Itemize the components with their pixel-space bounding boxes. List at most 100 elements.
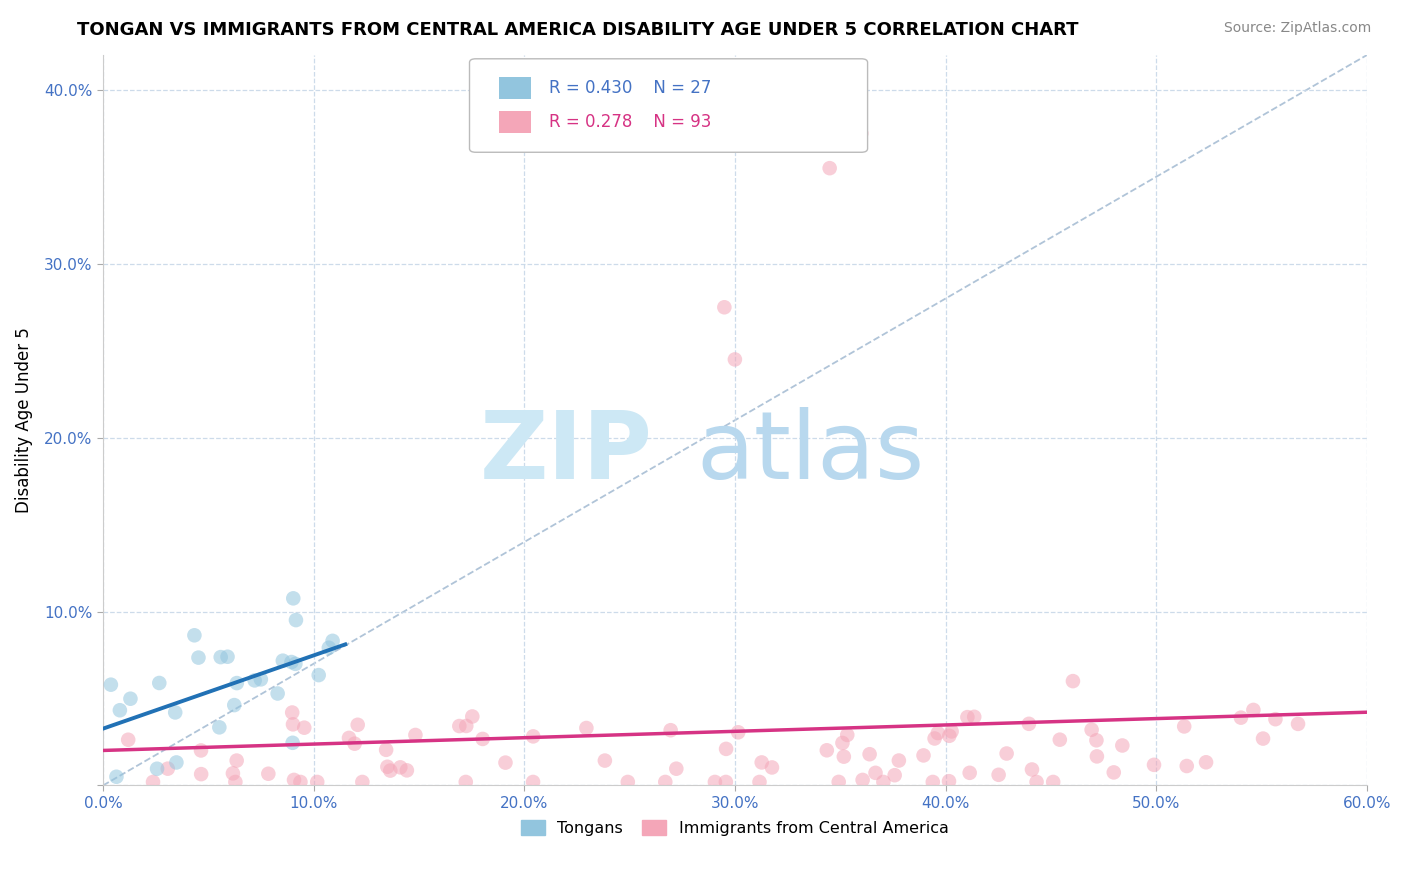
Point bbox=[187, 650, 209, 665]
Point bbox=[281, 706, 304, 720]
Point bbox=[283, 591, 305, 606]
Point bbox=[1143, 757, 1166, 772]
Point bbox=[1251, 731, 1274, 746]
Point bbox=[117, 732, 139, 747]
Point bbox=[352, 775, 374, 789]
Point bbox=[714, 742, 737, 756]
Point bbox=[108, 703, 131, 717]
Point bbox=[165, 706, 187, 720]
Point bbox=[183, 628, 205, 642]
Point bbox=[380, 764, 402, 778]
Point bbox=[832, 749, 855, 764]
Point bbox=[963, 710, 986, 724]
Point bbox=[343, 737, 366, 751]
Point bbox=[190, 743, 212, 757]
Point bbox=[713, 300, 735, 314]
Point bbox=[941, 724, 963, 739]
Point bbox=[281, 717, 304, 731]
Point bbox=[724, 352, 747, 367]
Point bbox=[522, 775, 544, 789]
Point bbox=[1175, 759, 1198, 773]
Point bbox=[454, 775, 477, 789]
Point bbox=[404, 728, 426, 742]
Point bbox=[449, 719, 471, 733]
Point bbox=[1085, 733, 1108, 747]
Point bbox=[120, 691, 142, 706]
Point bbox=[593, 754, 616, 768]
Point bbox=[224, 698, 246, 712]
Text: ZIP: ZIP bbox=[479, 407, 652, 500]
Point bbox=[851, 127, 873, 141]
Point bbox=[105, 770, 128, 784]
Point bbox=[927, 726, 949, 740]
Point bbox=[284, 657, 307, 671]
Point bbox=[818, 161, 841, 176]
Point bbox=[617, 775, 640, 789]
Point bbox=[1021, 763, 1043, 777]
Point bbox=[495, 756, 517, 770]
Point bbox=[828, 775, 851, 789]
Point bbox=[100, 678, 122, 692]
Point bbox=[156, 762, 179, 776]
Point bbox=[1111, 739, 1133, 753]
Point bbox=[395, 764, 418, 778]
Point bbox=[1025, 775, 1047, 789]
FancyBboxPatch shape bbox=[499, 77, 531, 99]
Point bbox=[995, 747, 1018, 761]
Point bbox=[377, 760, 399, 774]
Point bbox=[243, 673, 266, 688]
Point bbox=[659, 723, 682, 738]
Point bbox=[375, 743, 398, 757]
Point bbox=[938, 729, 960, 743]
Text: TONGAN VS IMMIGRANTS FROM CENTRAL AMERICA DISABILITY AGE UNDER 5 CORRELATION CHA: TONGAN VS IMMIGRANTS FROM CENTRAL AMERIC… bbox=[77, 21, 1078, 38]
Point bbox=[1085, 749, 1108, 764]
Point bbox=[1062, 674, 1084, 689]
Point bbox=[748, 775, 770, 789]
Point bbox=[831, 736, 853, 750]
Point bbox=[956, 710, 979, 724]
Point bbox=[1195, 756, 1218, 770]
Point bbox=[222, 766, 245, 780]
Point bbox=[217, 649, 239, 664]
Point bbox=[837, 728, 859, 742]
Point bbox=[456, 719, 478, 733]
Point bbox=[912, 748, 935, 763]
Point bbox=[1049, 732, 1071, 747]
Point bbox=[225, 754, 247, 768]
Point bbox=[1264, 712, 1286, 726]
FancyBboxPatch shape bbox=[499, 111, 531, 133]
Point bbox=[224, 775, 246, 789]
Point bbox=[225, 676, 247, 690]
Point bbox=[1230, 711, 1253, 725]
Point bbox=[924, 731, 946, 746]
Text: R = 0.278    N = 93: R = 0.278 N = 93 bbox=[550, 112, 711, 130]
Point bbox=[308, 668, 330, 682]
Text: R = 0.430    N = 27: R = 0.430 N = 27 bbox=[550, 79, 711, 97]
Point bbox=[250, 673, 273, 687]
Point bbox=[883, 768, 905, 782]
Legend: Tongans, Immigrants from Central America: Tongans, Immigrants from Central America bbox=[520, 821, 949, 836]
Point bbox=[280, 655, 302, 669]
Point bbox=[751, 756, 773, 770]
Point bbox=[987, 768, 1010, 782]
Point bbox=[872, 775, 894, 789]
Point bbox=[346, 718, 368, 732]
Point bbox=[283, 772, 305, 787]
Point bbox=[761, 760, 783, 774]
Point bbox=[522, 730, 544, 744]
Point bbox=[284, 613, 307, 627]
Point bbox=[665, 762, 688, 776]
Point bbox=[209, 650, 232, 665]
Point bbox=[461, 709, 484, 723]
Point bbox=[389, 760, 412, 774]
Text: Source: ZipAtlas.com: Source: ZipAtlas.com bbox=[1223, 21, 1371, 35]
Point bbox=[1173, 719, 1195, 733]
Point bbox=[858, 747, 880, 762]
Point bbox=[703, 775, 725, 789]
Point bbox=[148, 676, 170, 690]
Point bbox=[865, 765, 887, 780]
Point bbox=[165, 756, 187, 770]
Point bbox=[727, 725, 749, 739]
Point bbox=[1286, 717, 1309, 731]
Point bbox=[142, 775, 165, 789]
